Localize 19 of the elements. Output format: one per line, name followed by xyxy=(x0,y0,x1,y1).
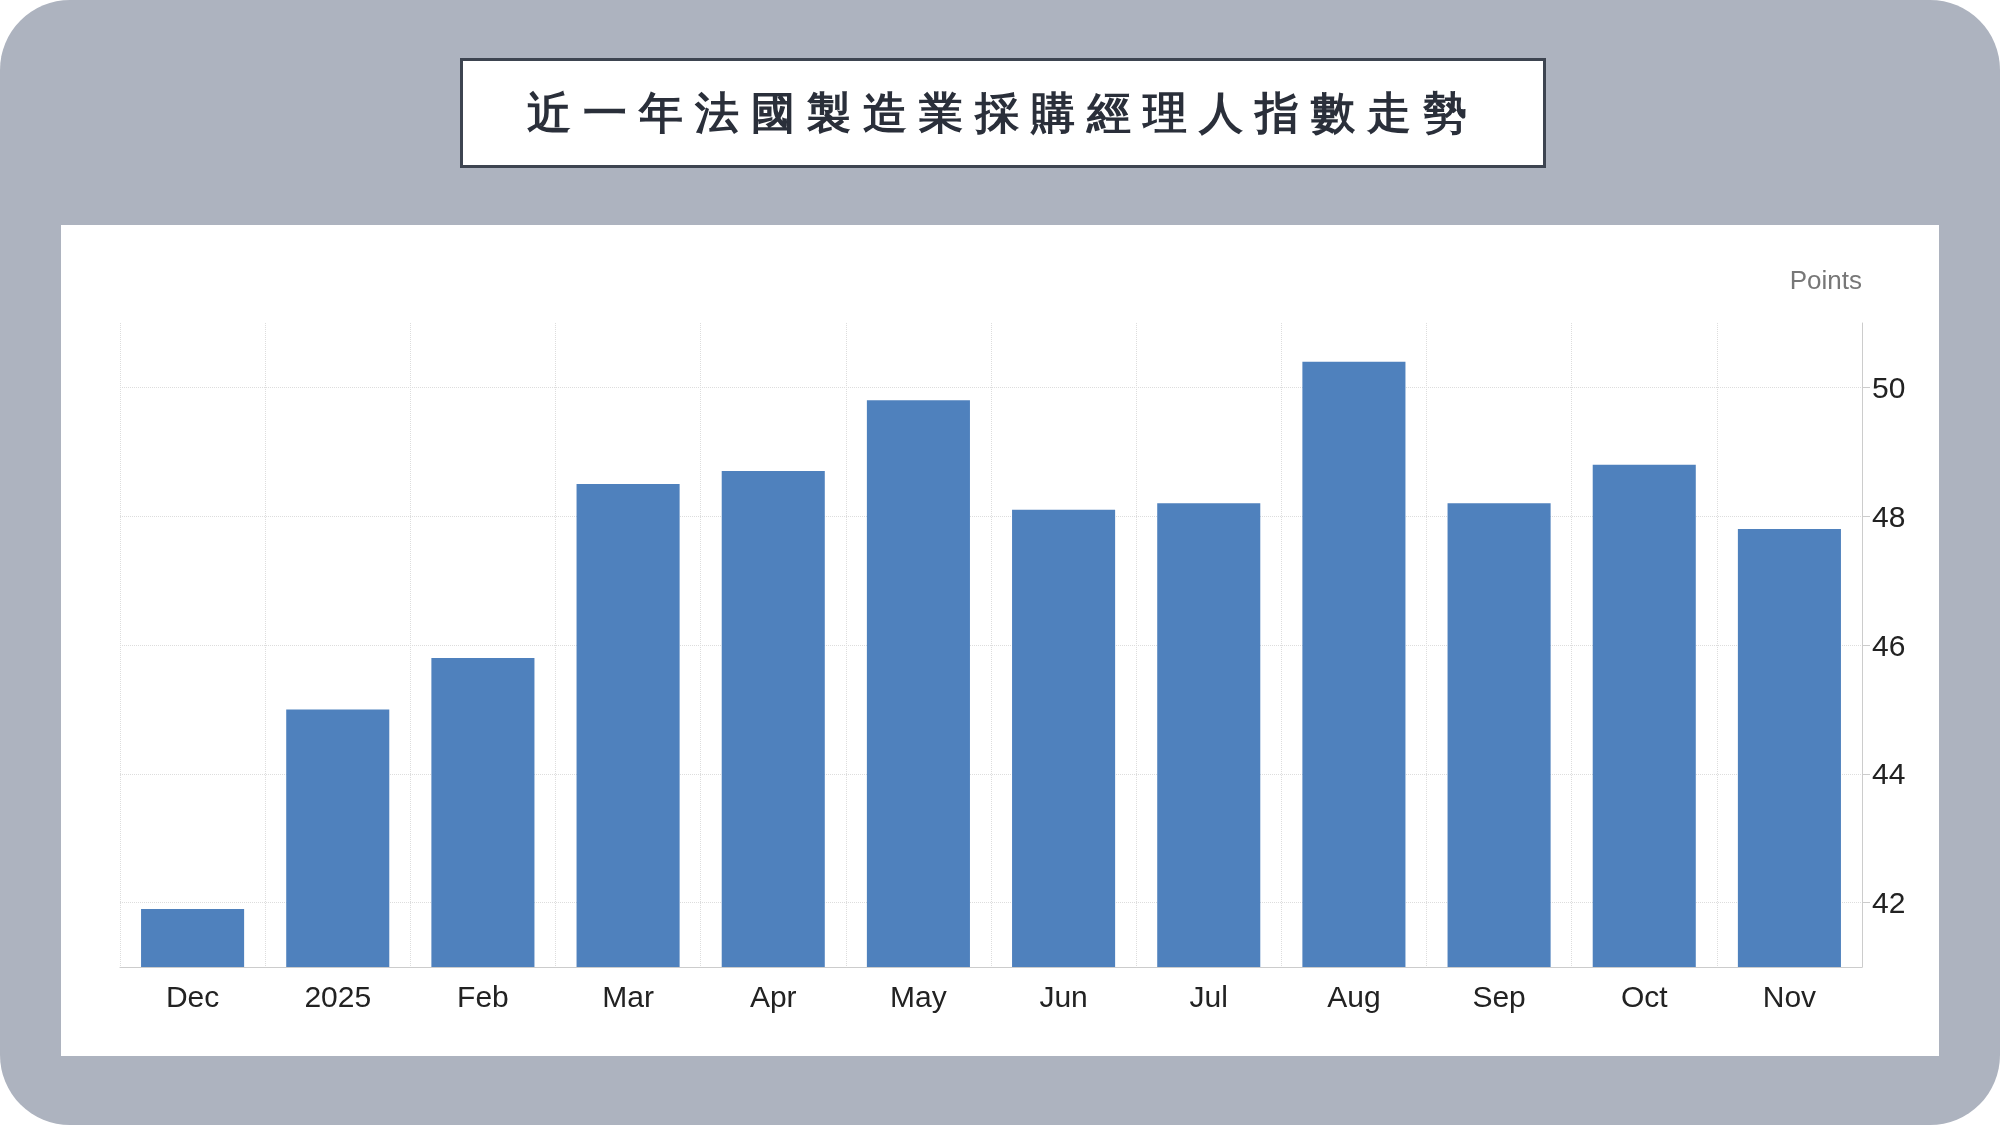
x-tick-label: Jul xyxy=(1189,979,1228,1013)
x-tick-label: Dec xyxy=(165,979,220,1013)
x-tick-label: 2025 xyxy=(304,979,372,1013)
x-tick-label: Sep xyxy=(1472,979,1526,1013)
y-tick-label: 42 xyxy=(1872,886,1906,920)
x-tick-label: Mar xyxy=(602,979,654,1013)
y-tick-label: 48 xyxy=(1872,499,1906,533)
chart-title: 近一年法國製造業採購經理人指數走勢 xyxy=(460,58,1546,168)
x-tick-label: May xyxy=(890,979,947,1013)
y-axis-title: Points xyxy=(1789,265,1862,295)
x-tick-label: Aug xyxy=(1327,979,1381,1013)
x-tick-label: Apr xyxy=(749,979,797,1013)
y-tick-label: 46 xyxy=(1872,628,1906,662)
x-tick-label: Oct xyxy=(1620,979,1669,1013)
x-tick-label: Jun xyxy=(1039,979,1088,1013)
y-tick-label: 44 xyxy=(1872,757,1906,791)
x-tick-label: Feb xyxy=(457,979,509,1013)
y-tick-label: 50 xyxy=(1872,370,1906,404)
x-tick-label: Nov xyxy=(1762,979,1817,1013)
